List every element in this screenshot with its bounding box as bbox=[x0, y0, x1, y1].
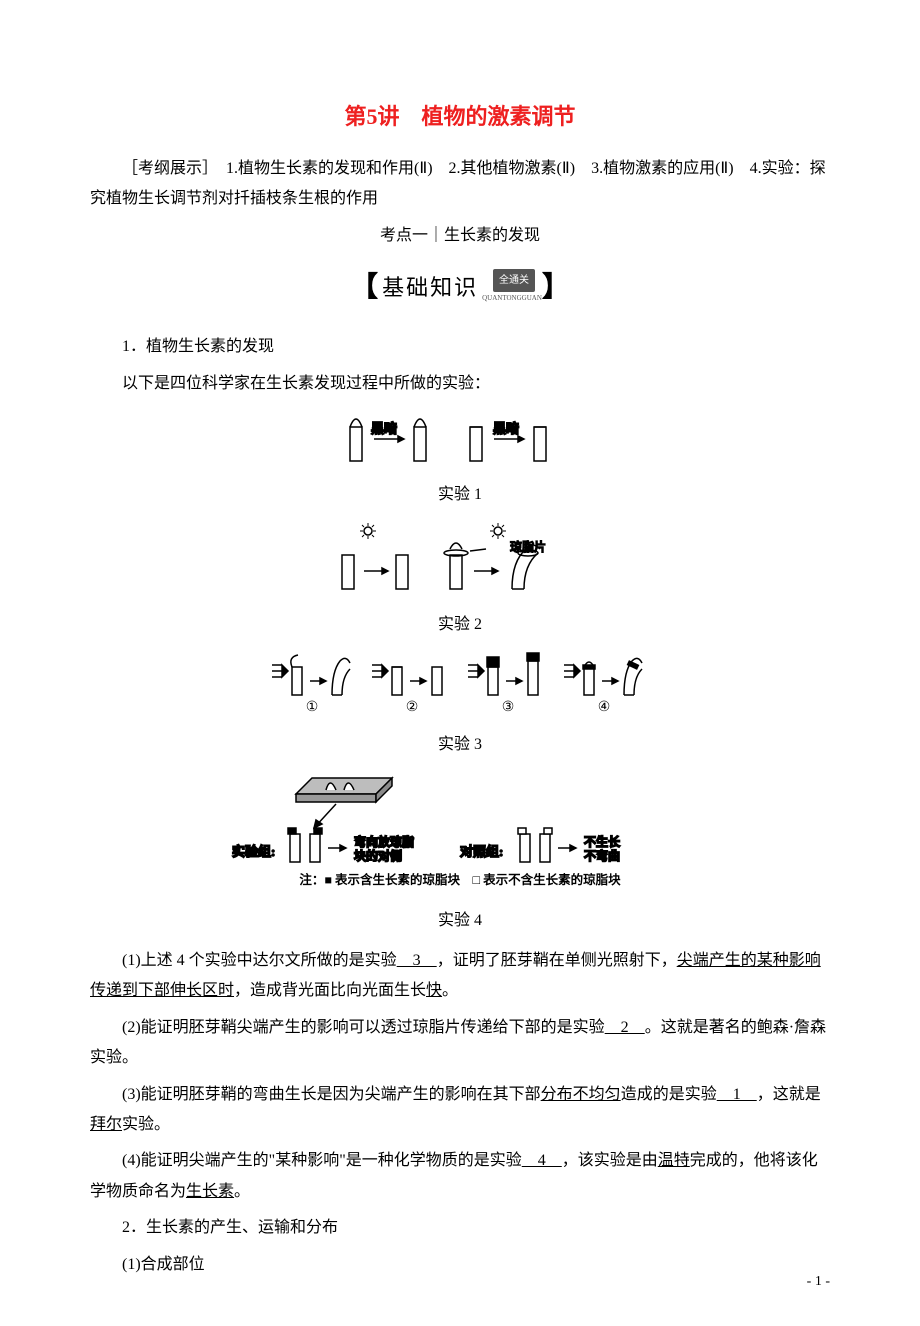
para-4: (4)能证明尖端产生的"某种影响"是一种化学物质的是实验 4 ，该实验是由温特完… bbox=[90, 1146, 830, 1207]
p4-b: ，该实验是由 bbox=[562, 1152, 658, 1169]
banner-left-bracket: 【 bbox=[350, 261, 378, 314]
banner-sub: QUANTONGGUAN bbox=[482, 292, 542, 305]
banner-accent: 全通关 bbox=[493, 269, 535, 292]
exp3-label-4: ④ bbox=[598, 700, 611, 715]
p4-d: 。 bbox=[234, 1183, 250, 1200]
p1-c: ，造成背光面比向光面生长 bbox=[234, 982, 426, 999]
p1-b: ，证明了胚芽鞘在单侧光照射下， bbox=[437, 952, 677, 969]
intro-text: 以下是四位科学家在生长素发现过程中所做的实验： bbox=[90, 369, 830, 399]
experiment-4-caption: 实验 4 bbox=[90, 906, 830, 936]
heading-1: 1．植物生长素的发现 bbox=[90, 332, 830, 362]
p4-blank: 4 bbox=[522, 1152, 562, 1169]
exp-group-label: 实验组: bbox=[232, 844, 275, 859]
p1-d: 。 bbox=[442, 982, 458, 999]
exp3-label-2: ② bbox=[406, 700, 419, 715]
experiment-1-caption: 实验 1 bbox=[90, 480, 830, 510]
p3-u2: 拜尔 bbox=[90, 1116, 122, 1133]
exp4-note: 注：■ 表示含生长素的琼脂块 □ 表示不含生长素的琼脂块 bbox=[299, 872, 621, 887]
page-number: - 1 - bbox=[807, 1269, 830, 1296]
heading-2: 2．生长素的产生、运输和分布 bbox=[90, 1213, 830, 1243]
lesson-title: 第5讲 植物的激素调节 bbox=[90, 96, 830, 138]
p3-a: (3)能证明胚芽鞘的弯曲生长是因为尖端产生的影响在其下部 bbox=[122, 1086, 541, 1103]
experiment-2-figure: 琼脂片 bbox=[90, 521, 830, 606]
experiment-1-figure: 黑暗 黑暗 bbox=[90, 405, 830, 476]
para-2: (2)能证明胚芽鞘尖端产生的影响可以透过琼脂片传递给下部的是实验 2 。这就是著… bbox=[90, 1013, 830, 1074]
experiment-4-figure: 实验组: 弯向放琼脂 块的对侧 对照组: 不生长 不弯曲 注：■ 表示含生长素的… bbox=[90, 770, 830, 901]
exp3-label-1: ① bbox=[306, 700, 319, 715]
bend-label-1: 弯向放琼脂 bbox=[354, 834, 414, 849]
p1-a: (1)上述 4 个实验中达尔文所做的是实验 bbox=[122, 952, 397, 969]
experiment-3-figure: ① ② ③ ④ bbox=[90, 651, 830, 726]
experiment-2-caption: 实验 2 bbox=[90, 610, 830, 640]
p4-u2: 生长素 bbox=[186, 1183, 234, 1200]
dark-label-1: 黑暗 bbox=[371, 421, 397, 436]
p1-blank: 3 bbox=[397, 952, 437, 969]
exp3-label-3: ③ bbox=[502, 700, 515, 715]
p4-a: (4)能证明尖端产生的"某种影响"是一种化学物质的是实验 bbox=[122, 1152, 522, 1169]
para-1: (1)上述 4 个实验中达尔文所做的是实验 3 ，证明了胚芽鞘在单侧光照射下，尖… bbox=[90, 946, 830, 1007]
p3-b: 造成的是实验 bbox=[621, 1086, 717, 1103]
section-banner: 【 基础知识 全通关 QUANTONGGUAN 】 bbox=[90, 261, 830, 314]
p4-u1: 温特 bbox=[658, 1152, 690, 1169]
banner-right-bracket: 】 bbox=[542, 261, 570, 314]
kaodian-heading: 考点一｜生长素的发现 bbox=[90, 221, 830, 251]
nogrow-label-1: 不生长 bbox=[584, 834, 621, 849]
p2-a: (2)能证明胚芽鞘尖端产生的影响可以透过琼脂片传递给下部的是实验 bbox=[122, 1019, 605, 1036]
ctrl-group-label: 对照组: bbox=[460, 844, 503, 859]
p1-u2: 快 bbox=[426, 982, 442, 999]
outline-text: ［考纲展示］ 1.植物生长素的发现和作用(Ⅱ) 2.其他植物激素(Ⅱ) 3.植物… bbox=[90, 154, 830, 215]
heading-2a: (1)合成部位 bbox=[90, 1250, 830, 1280]
p2-blank: 2 bbox=[605, 1019, 645, 1036]
p3-c: ，这就是 bbox=[757, 1086, 821, 1103]
nogrow-label-2: 不弯曲 bbox=[584, 848, 620, 863]
bend-label-2: 块的对侧 bbox=[354, 848, 402, 863]
dark-label-2: 黑暗 bbox=[493, 421, 519, 436]
experiment-3-caption: 实验 3 bbox=[90, 730, 830, 760]
p3-d: 实验。 bbox=[122, 1116, 170, 1133]
p3-blank: 1 bbox=[717, 1086, 757, 1103]
banner-text: 基础知识 bbox=[382, 267, 478, 309]
para-3: (3)能证明胚芽鞘的弯曲生长是因为尖端产生的影响在其下部分布不均匀造成的是实验 … bbox=[90, 1080, 830, 1141]
p3-u1: 分布不均匀 bbox=[541, 1086, 621, 1103]
page: 第5讲 植物的激素调节 ［考纲展示］ 1.植物生长素的发现和作用(Ⅱ) 2.其他… bbox=[0, 0, 920, 1326]
